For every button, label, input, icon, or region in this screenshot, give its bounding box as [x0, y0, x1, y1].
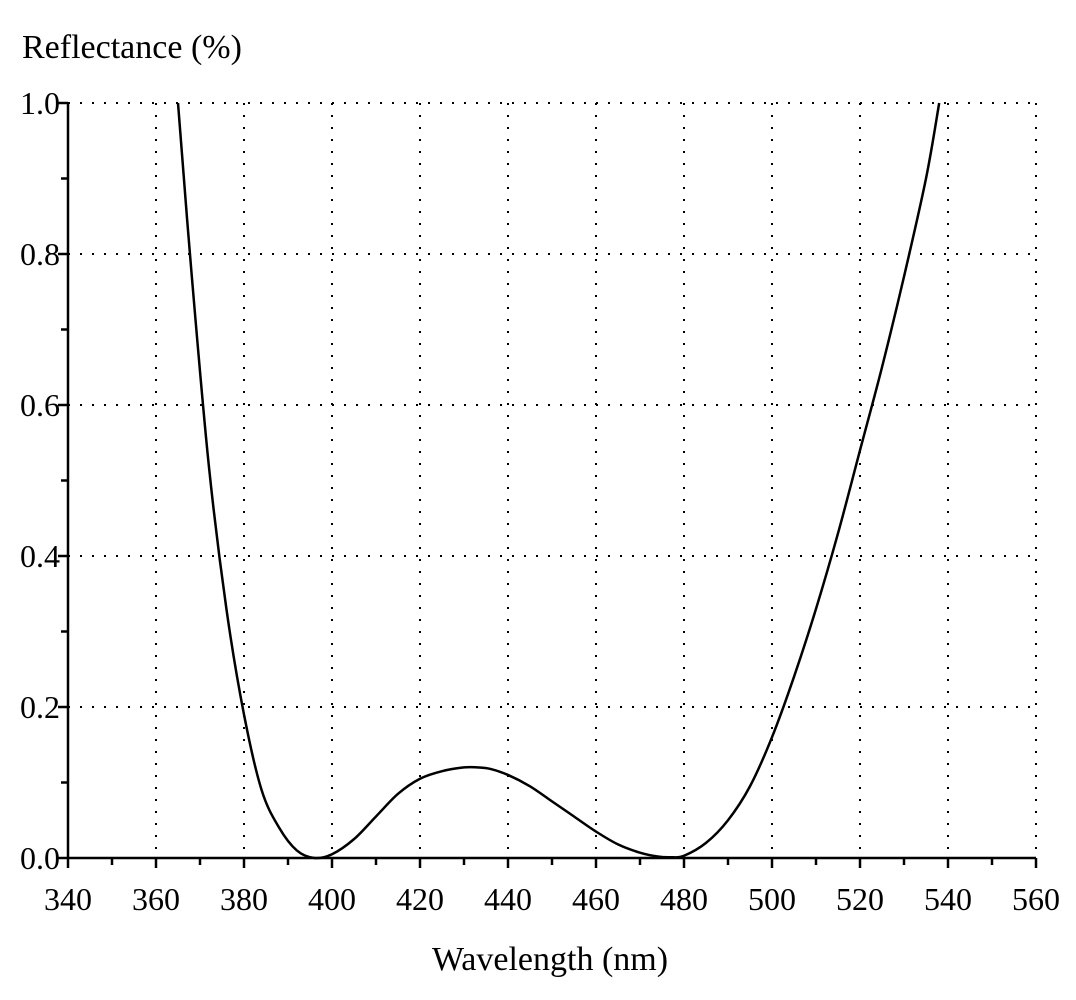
x-tick-label: 360	[132, 881, 180, 917]
tick-label-layer: 340 360 380 400 420 440 460 480 500 520 540 560 0.0 0…	[20, 85, 1060, 917]
x-tick-label: 460	[572, 881, 620, 917]
y-tick-label: 1.0	[20, 85, 60, 121]
x-tick-label: 540	[924, 881, 972, 917]
y-axis-title: Reflectance (%)	[22, 29, 242, 66]
x-tick-label: 420	[396, 881, 444, 917]
reflectance-curve-0	[176, 102, 941, 860]
series-layer	[176, 102, 941, 860]
x-tick-label: 340	[44, 881, 92, 917]
x-axis-title: Wavelength (nm)	[432, 941, 668, 978]
x-tick-label: 380	[220, 881, 268, 917]
x-tick-label: 400	[308, 881, 356, 917]
x-tick-label: 440	[484, 881, 532, 917]
axis-layer	[58, 101, 1038, 868]
x-tick-label: 520	[836, 881, 884, 917]
y-tick-label: 0.6	[20, 387, 60, 423]
y-tick-label: 0.2	[20, 689, 60, 725]
y-tick-label: 0.0	[20, 840, 60, 876]
y-tick-label: 0.8	[20, 236, 60, 272]
x-tick-label: 560	[1012, 881, 1060, 917]
grid-layer	[68, 102, 1037, 858]
x-tick-label: 480	[660, 881, 708, 917]
x-tick-label: 500	[748, 881, 796, 917]
y-tick-label: 0.4	[20, 538, 60, 574]
